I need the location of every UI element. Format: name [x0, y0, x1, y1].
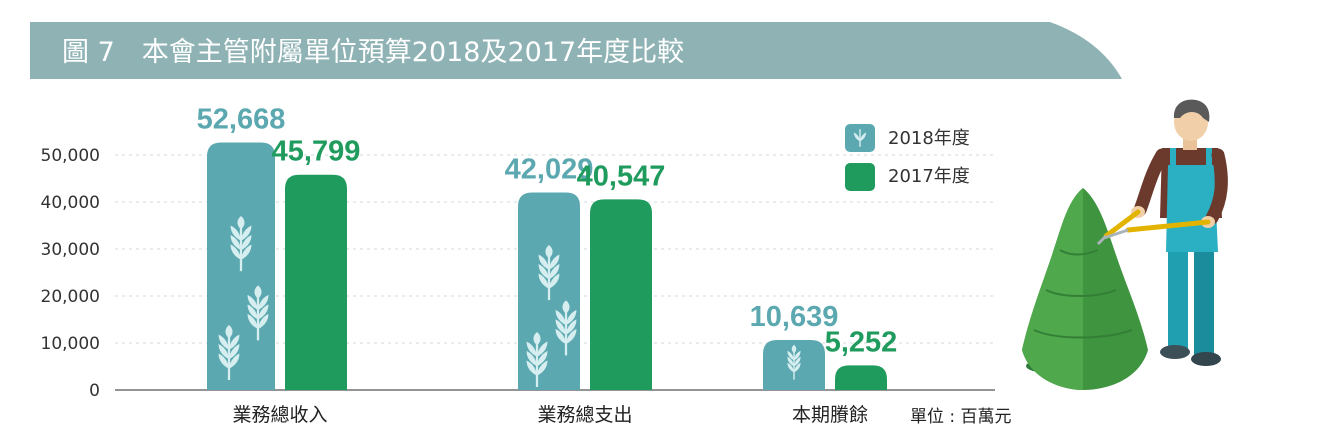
chart-title: 圖 7 本會主管附屬單位預算2018及2017年度比較	[62, 37, 684, 68]
data-label: 10,639	[750, 301, 839, 333]
y-tick-label: 10,000	[41, 334, 100, 354]
legend-swatch-2017	[845, 163, 875, 191]
wheat-icon	[218, 324, 240, 381]
y-tick-label: 0	[89, 381, 100, 401]
wheat-icon	[247, 285, 269, 341]
topiary-tree	[1022, 188, 1148, 390]
bar-2017-0	[285, 174, 347, 390]
bar-2017-1	[590, 199, 652, 390]
wheat-icon	[787, 344, 801, 380]
legend-label-2017: 2017年度	[888, 166, 970, 187]
wheat-icon	[853, 129, 867, 147]
wheat-icon	[538, 245, 560, 301]
data-label: 42,029	[505, 153, 594, 185]
wheat-icon	[230, 216, 252, 272]
bar-2017-2	[835, 365, 887, 390]
category-label: 本期賸餘	[792, 404, 868, 426]
y-tick-label: 40,000	[41, 193, 100, 213]
y-tick-label: 50,000	[41, 146, 100, 166]
data-label: 45,799	[272, 136, 361, 168]
category-label: 業務總支出	[537, 404, 632, 426]
category-label: 業務總收入	[232, 404, 327, 426]
y-tick-label: 30,000	[41, 240, 100, 260]
data-label: 40,547	[577, 160, 666, 192]
data-label: 5,252	[825, 326, 898, 358]
category-labels: 業務總收入 業務總支出 本期賸餘	[232, 404, 868, 426]
legend: 2018年度 2017年度	[845, 124, 970, 191]
unit-label: 單位 : 百萬元	[910, 407, 1012, 427]
legend-label-2018: 2018年度	[888, 128, 970, 149]
wheat-icon	[555, 300, 577, 356]
y-tick-label: 20,000	[41, 287, 100, 307]
wheat-icon	[526, 331, 548, 388]
y-axis-ticks: 0 10,000 20,000 30,000 40,000 50,000	[41, 146, 100, 401]
gardener-illustration	[1022, 99, 1228, 390]
title-banner	[30, 22, 1122, 79]
data-label: 52,668	[197, 103, 286, 135]
bar-decorations	[218, 216, 801, 388]
gardener	[1096, 99, 1228, 366]
